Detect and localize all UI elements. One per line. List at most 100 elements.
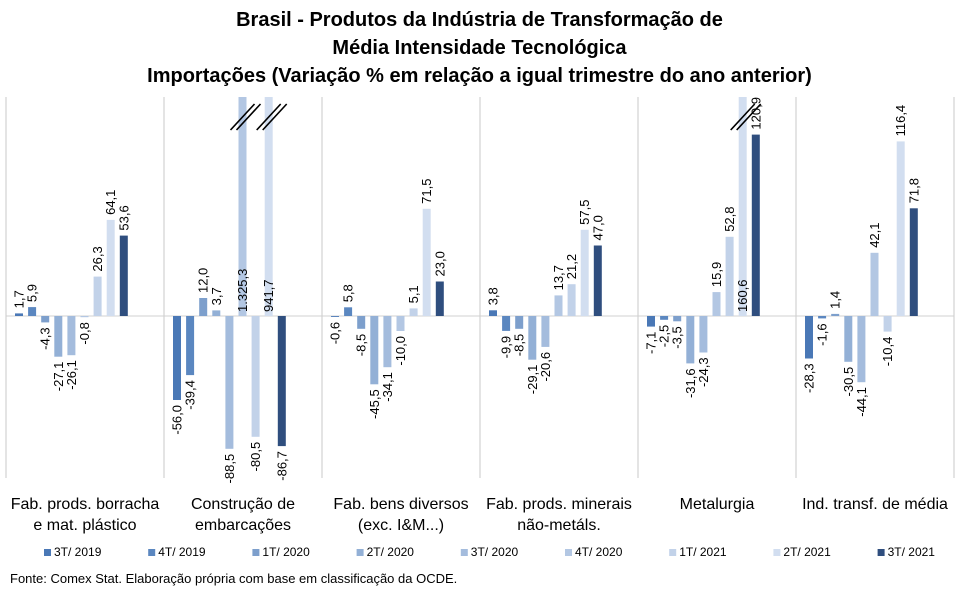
axis-break-mark: [256, 103, 282, 131]
data-label: 5,1: [406, 285, 421, 303]
category-label: Fab. bens diversos: [333, 496, 468, 513]
data-label: -56,0: [170, 405, 185, 435]
legend-swatch: [669, 549, 677, 556]
legend-swatch: [877, 549, 885, 556]
data-label: -9,9: [499, 336, 514, 358]
data-label: -4,3: [38, 327, 53, 349]
bar: [15, 313, 23, 316]
legend-label: 4T/ 2020: [575, 545, 623, 559]
legend-swatch: [773, 549, 781, 556]
category-label: Metalurgia: [680, 496, 755, 513]
bar: [686, 316, 695, 364]
bar: [870, 252, 879, 316]
bar: [106, 219, 115, 316]
axis-break-mark: [730, 103, 756, 131]
bar: [383, 316, 392, 368]
bar: [647, 316, 655, 327]
bar: [277, 316, 286, 447]
data-label: -29,1: [525, 365, 540, 395]
data-label: 53,6: [116, 205, 131, 230]
legend-label: 2T/ 2020: [367, 545, 415, 559]
data-label: -1,6: [815, 323, 830, 345]
bar: [199, 298, 208, 316]
category-label: e mat. plástico: [33, 517, 136, 534]
data-label: 64,1: [103, 190, 118, 215]
data-label: -10,4: [880, 337, 895, 367]
data-label: -45,5: [367, 389, 382, 419]
bar: [515, 316, 524, 329]
chart-title-line-1: Brasil - Produtos da Indústria de Transf…: [236, 9, 723, 31]
data-label: 941,7: [261, 279, 276, 312]
bar: [173, 316, 181, 400]
bar: [67, 316, 76, 356]
data-label: 42,1: [867, 222, 882, 247]
data-label: -7,1: [644, 332, 659, 354]
data-label: -34,1: [380, 372, 395, 402]
data-label: 71,5: [419, 178, 434, 203]
bar: [93, 276, 102, 316]
data-label: -20,6: [538, 352, 553, 382]
bar: [370, 316, 379, 385]
data-label: 5,9: [25, 284, 40, 302]
legend-swatch: [356, 549, 364, 556]
bar: [673, 316, 682, 322]
legend-label: 1T/ 2020: [262, 545, 310, 559]
bar: [502, 316, 511, 331]
bar: [28, 307, 37, 316]
bar: [554, 295, 563, 316]
data-label: -44,1: [854, 387, 869, 417]
data-label: -0,6: [328, 322, 343, 344]
data-label: 1.325,3: [235, 269, 250, 312]
data-label: 3,8: [486, 287, 501, 305]
data-label: 47,0: [590, 215, 605, 240]
data-label: -88,5: [222, 454, 237, 484]
axis-break-mark: [235, 103, 262, 131]
data-label: 1,4: [828, 291, 843, 309]
data-label: 13,7: [551, 265, 566, 290]
data-label: -27,1: [51, 362, 66, 392]
bar: [344, 307, 353, 316]
data-label: -86,7: [274, 451, 289, 481]
data-label: -31,6: [683, 368, 698, 398]
bar: [580, 229, 589, 317]
category-label: Ind. transf. de média: [802, 496, 948, 513]
category-label: (exc. I&M...): [358, 517, 444, 534]
legend-label: 3T/ 2020: [471, 545, 519, 559]
bar: [331, 316, 339, 317]
legend-swatch: [565, 549, 572, 556]
category-label: Construção de: [191, 496, 295, 513]
data-label: 21,2: [564, 254, 579, 279]
data-label: 120,9: [748, 97, 763, 130]
bar: [80, 316, 89, 318]
chart-title-line-3: Importações (Variação % em relação a igu…: [147, 65, 812, 87]
legend-swatch: [44, 549, 51, 556]
axis-break-mark: [262, 103, 288, 131]
bar: [357, 316, 366, 329]
bar: [909, 208, 918, 316]
legend-label: 3T/ 2019: [54, 545, 102, 559]
bar: [225, 316, 234, 449]
bar: [251, 316, 260, 437]
chart-title-line-2: Média Intensidade Tecnológica: [332, 37, 627, 59]
data-label: -0,8: [77, 322, 92, 344]
category-label: não-metáls.: [517, 517, 601, 534]
chart-title: Brasil - Produtos da Indústria de Transf…: [0, 6, 959, 90]
data-label: -26,1: [64, 360, 79, 390]
axis-break-mark: [736, 103, 762, 131]
bar: [712, 292, 721, 316]
bar: [805, 316, 813, 359]
bar: [435, 281, 444, 316]
bar: [751, 134, 760, 316]
bar: [857, 316, 866, 383]
legend-label: 2T/ 2021: [783, 545, 831, 559]
bar: [567, 284, 576, 316]
data-label: 71,8: [906, 178, 921, 203]
bar: [41, 316, 50, 323]
legend-swatch: [460, 549, 468, 556]
data-label: 5,8: [341, 284, 356, 302]
legend-swatch: [148, 549, 156, 556]
bar: [818, 316, 827, 319]
data-label: 3,7: [209, 287, 224, 305]
bar: [541, 316, 550, 347]
